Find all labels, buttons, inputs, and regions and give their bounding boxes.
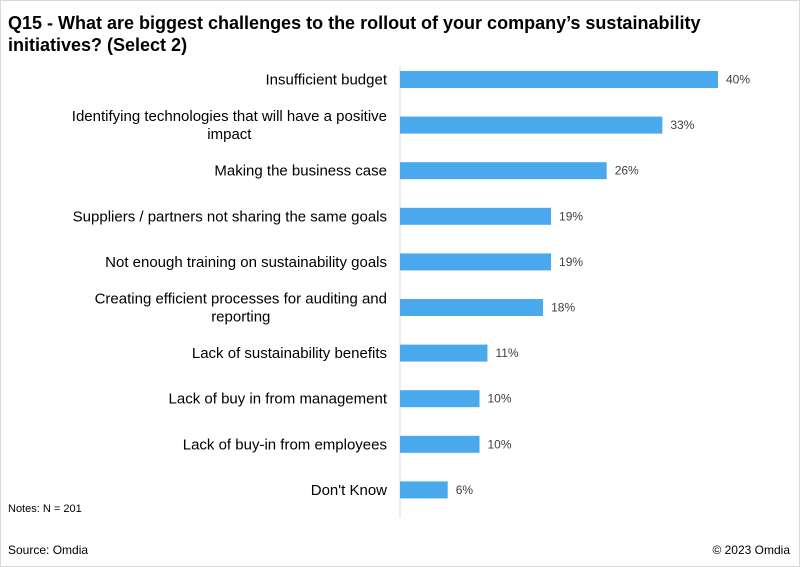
bar (400, 299, 544, 316)
category-label: Creating efficient processes for auditin… (95, 291, 387, 326)
value-label: 6% (456, 483, 474, 497)
category-label-line: Making the business case (214, 163, 387, 180)
value-label: 11% (495, 346, 518, 360)
bar (400, 390, 480, 408)
bars-group: 40% Insufficient budget 33% Identifying tec… (72, 71, 750, 499)
value-label: 33% (670, 118, 694, 132)
category-label-line: reporting (211, 309, 270, 326)
chart-title: Q15 - What are biggest challenges to the… (8, 13, 701, 55)
bar (400, 116, 663, 134)
value-label: 19% (559, 255, 583, 269)
category-label-line: Don't Know (311, 482, 387, 499)
category-label-line: Identifying technologies that will have … (72, 108, 387, 125)
bar (400, 435, 480, 453)
category-label-line: Suppliers / partners not sharing the sam… (73, 208, 387, 225)
value-label: 10% (488, 392, 512, 406)
value-label: 19% (559, 209, 583, 223)
category-label-line: Lack of sustainability benefits (192, 345, 387, 362)
source-text: Source: Omdia (8, 543, 89, 557)
copyright-text: © 2023 Omdia (712, 543, 790, 557)
bar (400, 253, 552, 271)
category-label: Identifying technologies that will have … (72, 108, 387, 143)
category-label: Lack of buy in from management (169, 391, 388, 408)
value-label: 26% (615, 164, 639, 178)
category-label-line: impact (207, 126, 252, 143)
category-label: Don't Know (311, 482, 387, 499)
category-label: Not enough training on sustainability go… (105, 254, 387, 271)
notes-text: Notes: N = 201 (8, 503, 82, 515)
category-label-line: Not enough training on sustainability go… (105, 254, 387, 271)
bar (400, 344, 488, 362)
category-label-line: Creating efficient processes for auditin… (95, 291, 387, 308)
value-label: 18% (551, 301, 575, 315)
category-label-line: Lack of buy-in from employees (183, 436, 387, 453)
category-label-line: Insufficient budget (266, 72, 388, 89)
bar (400, 71, 718, 88)
category-label: Insufficient budget (266, 72, 388, 89)
value-label: 10% (488, 437, 512, 451)
value-label: 40% (726, 73, 750, 87)
category-label: Making the business case (214, 163, 387, 180)
category-label: Lack of buy-in from employees (183, 436, 387, 453)
category-label-line: Lack of buy in from management (169, 391, 388, 408)
category-label: Suppliers / partners not sharing the sam… (73, 208, 387, 225)
bar (400, 207, 552, 225)
category-label: Lack of sustainability benefits (192, 345, 387, 362)
bar (400, 162, 607, 180)
bar (400, 481, 448, 499)
